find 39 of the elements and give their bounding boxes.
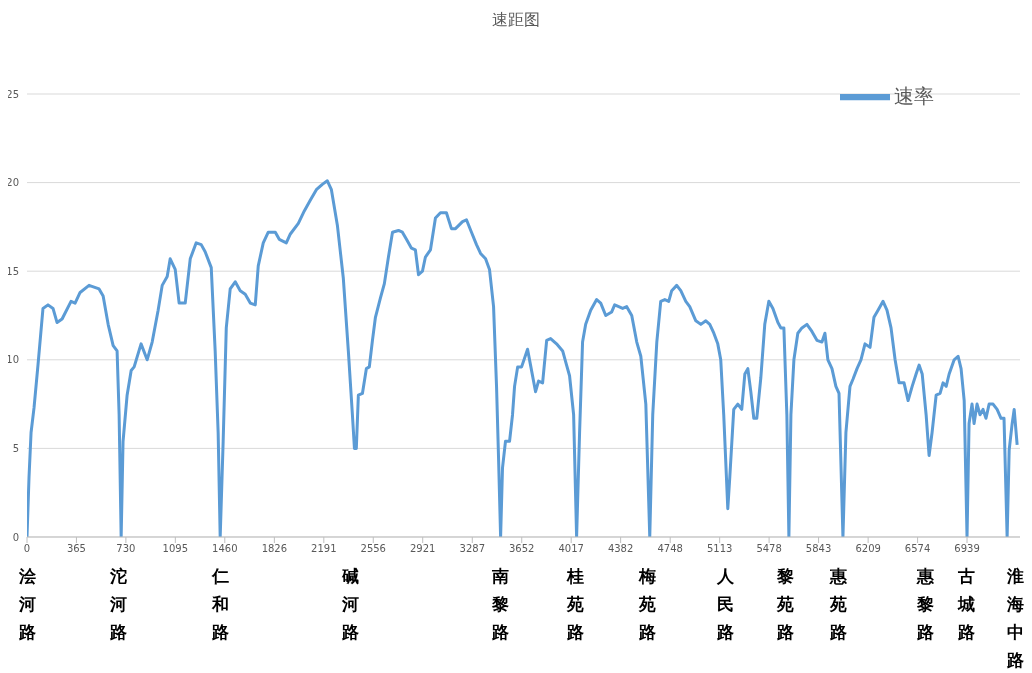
text: 碱河路 [340, 566, 360, 644]
x-tick-label: 365 [66, 543, 86, 555]
text: 沱河路 [108, 566, 128, 644]
x-tick-label: 5478 [756, 543, 782, 555]
text: 梅苑路 [637, 566, 657, 644]
legend-label: 速率 [894, 83, 934, 108]
x-tick-label: 4382 [607, 543, 634, 555]
x-tick-label: 3652 [509, 543, 535, 555]
text: 惠黎路 [915, 566, 935, 644]
y-tick-label: 5 [12, 442, 19, 454]
x-tick-label: 5113 [706, 543, 733, 555]
x-tick-label: 1460 [212, 543, 238, 555]
x-tick-label: 1095 [162, 543, 189, 555]
x-tick-label: 1826 [261, 543, 288, 555]
x-tick-label: 2191 [311, 543, 337, 555]
x-tick-label: 4748 [657, 543, 683, 555]
y-tick-label: 0 [12, 531, 19, 543]
y-tick-label: 10 [6, 354, 19, 366]
chart-title: 速距图 [491, 10, 541, 31]
text: 人民路 [715, 566, 735, 644]
x-tick-label: 4017 [558, 543, 584, 555]
text: 淮海中路 [1005, 566, 1025, 672]
x-tick-label: 6939 [954, 543, 980, 555]
x-tick-label: 730 [116, 543, 136, 555]
x-tick-label: 0 [23, 543, 31, 555]
x-tick-label: 6574 [904, 543, 931, 555]
text: 惠苑路 [828, 566, 848, 644]
text: 仁和路 [210, 566, 230, 644]
text: 桂苑路 [565, 566, 585, 644]
text: 黎苑路 [775, 566, 795, 644]
text: 浍河路 [17, 566, 37, 644]
x-tick-label: 3287 [459, 543, 486, 555]
x-tick-label: 2556 [360, 543, 386, 555]
x-tick-label: 5843 [805, 543, 832, 555]
y-tick-label: 15 [6, 265, 19, 277]
x-tick-label: 6209 [855, 543, 881, 555]
text: 南黎路 [490, 566, 510, 644]
x-tick-label: 2921 [409, 543, 436, 555]
text: 古城路 [956, 566, 976, 644]
